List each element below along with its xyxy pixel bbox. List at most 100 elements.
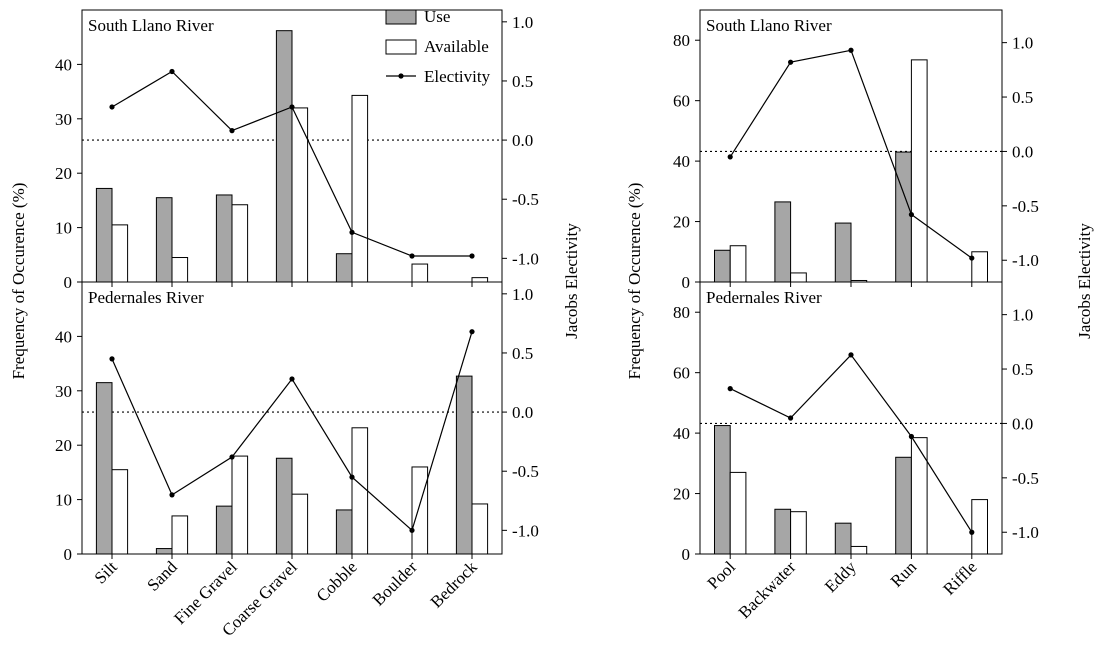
panel1-bar-use [155, 197, 173, 283]
panel2-bar-use [335, 509, 353, 555]
panel1-left-tick-label: 20 [55, 164, 72, 183]
panel3-bar-use [713, 249, 731, 283]
panel3-bar-available [971, 251, 989, 283]
panel1-title: South Llano River [88, 16, 214, 35]
panel2-bar-available [471, 503, 489, 555]
panel2-electivity-point [169, 492, 175, 498]
panel2-x-tick-label: Bedrock [427, 557, 482, 612]
panel1-bar-available [471, 277, 489, 283]
panel4-right-tick-label: -1.0 [1012, 523, 1039, 542]
panel1-left-tick-label: 40 [55, 55, 72, 74]
panel4-x-tick-label: Run [887, 557, 921, 591]
panel2-bar-use [275, 457, 293, 555]
panel2-bar-available [351, 427, 369, 555]
panel2-electivity-point [469, 329, 475, 335]
panel4-right-tick-label: 0.0 [1012, 414, 1033, 433]
panel2-x-tick-label: Cobble [313, 557, 361, 605]
panel4-bar-use [834, 522, 852, 555]
panel4-bar-available [850, 545, 868, 555]
panel1-bar-use [275, 30, 293, 283]
panel4-electivity-point [727, 386, 733, 392]
panel1-right-tick-label: 1.0 [512, 13, 533, 32]
panel4-x-tick-label: Pool [704, 557, 740, 593]
panel4-electivity-point [788, 415, 794, 421]
panel4-electivity-point [908, 433, 915, 440]
panel1-bar-use [215, 194, 233, 283]
panel2-bar-use [95, 382, 113, 555]
panel3-right-tick-label: 0.5 [1012, 88, 1033, 107]
panel3-bar-use [895, 151, 912, 283]
panel3-bar-available [729, 245, 747, 283]
panel3-bar-available [910, 59, 928, 283]
left-y-axis-title: Frequency of Occurence (%) [9, 183, 28, 380]
panel2-x-tick-label: Silt [91, 557, 121, 587]
panel4-right-tick-label: -0.5 [1012, 469, 1039, 488]
panel2-bar-use [215, 505, 233, 555]
panel3-electivity-point [727, 154, 733, 160]
panel2-bar-available [291, 493, 309, 555]
panel2-x-tick-label: Sand [143, 557, 181, 595]
panel1-bar-use [95, 187, 113, 283]
panel2-electivity-point [289, 376, 295, 382]
panel4-right-tick-label: 1.0 [1012, 306, 1033, 325]
panel2-left-tick-label: 30 [55, 382, 72, 401]
panel1-bar-available [231, 204, 249, 283]
panel1-bar-available [351, 94, 369, 283]
panel4-bar-use [774, 508, 792, 555]
panel2-electivity-point [109, 356, 115, 362]
panel1-electivity-point [169, 68, 175, 75]
panel2-bar-use [455, 375, 473, 555]
panel1-bar-available [411, 263, 429, 283]
panel2-bar-available [111, 469, 129, 555]
panel3-left-tick-label: 0 [682, 273, 691, 292]
panel4-bar-available [910, 437, 928, 555]
panel2-right-tick-label: -0.5 [512, 462, 539, 481]
panel4-x-tick-label: Riffle [939, 557, 980, 598]
legend-label-electivity: Electivity [424, 67, 491, 86]
right-y-axis-title: Jacobs Electivity [562, 223, 581, 339]
panel1-right-tick-label: -1.0 [512, 249, 539, 268]
panel3-right-tick-label: -0.5 [1012, 197, 1039, 216]
right-y-axis-title-right-figure: Jacobs Electivity [1075, 223, 1094, 339]
panel4-bar-available [729, 471, 747, 555]
panel1-bar-use [335, 253, 353, 283]
panel4-left-tick-label: 80 [673, 303, 690, 322]
panel3-bar-use [834, 222, 852, 283]
panel2-right-tick-label: 1.0 [512, 285, 533, 304]
panel2-bar-available [171, 515, 189, 555]
panel1-electivity-point [289, 104, 295, 110]
panel3-left-tick-label: 60 [673, 92, 690, 111]
panel1-bar-available [111, 224, 129, 283]
panel2-bar-use [155, 548, 173, 555]
panel3-electivity-point [788, 59, 794, 65]
panel4-right-tick-label: 0.5 [1012, 360, 1033, 379]
panel4-bar-use [895, 456, 912, 555]
left-y-axis-title-right-figure: Frequency of Occurence (%) [625, 183, 644, 380]
panel2-bar-available [231, 455, 249, 555]
panel4-electivity-point [848, 352, 854, 358]
legend-marker-electivity [398, 73, 404, 79]
panel4-left-tick-label: 0 [682, 545, 691, 564]
panel2-left-tick-label: 20 [55, 436, 72, 455]
panel3-electivity-point [848, 47, 854, 53]
panel3-title: South Llano River [706, 16, 832, 35]
panel4-bar-use [713, 425, 731, 555]
panel4-bar-available [971, 499, 989, 555]
legend-label-available: Available [424, 37, 489, 56]
panel4-electivity-line [729, 353, 973, 533]
panel4-title: Pedernales River [706, 288, 822, 307]
panel1-left-tick-label: 10 [55, 219, 72, 238]
panel3-left-tick-label: 40 [673, 152, 690, 171]
panel3-left-tick-label: 20 [673, 213, 690, 232]
panel3-left-tick-label: 80 [673, 31, 690, 50]
panel4-left-tick-label: 20 [673, 485, 690, 504]
panel4-left-tick-label: 40 [673, 424, 690, 443]
panel1-left-tick-label: 30 [55, 110, 72, 129]
panel2-right-tick-label: -1.0 [512, 521, 539, 540]
panel1-right-tick-label: 0.5 [512, 72, 533, 91]
panel1-electivity-point [409, 253, 415, 259]
panel3-bar-available [790, 272, 807, 283]
panel2-electivity-point [409, 527, 415, 533]
legend: Use Available Electivity [385, 7, 491, 86]
panel1-electivity-point [469, 253, 475, 259]
